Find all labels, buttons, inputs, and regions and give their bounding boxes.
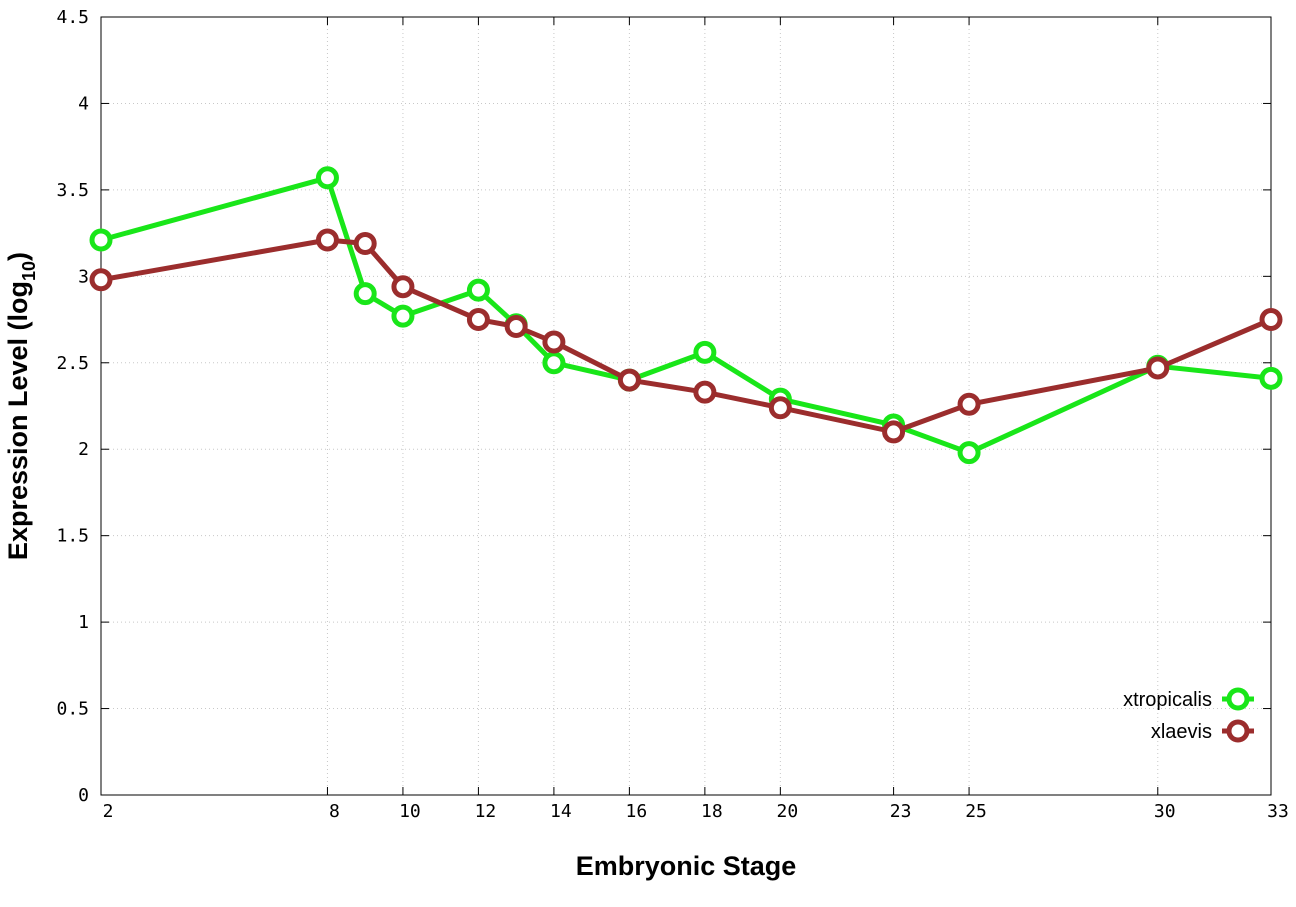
point-xtropicalis xyxy=(353,282,377,306)
y-tick-label: 4.5 xyxy=(56,7,89,28)
series-layer xyxy=(89,166,1283,465)
point-xlaevis xyxy=(693,380,717,404)
y-tick-label: 1.5 xyxy=(56,526,89,547)
grid xyxy=(101,17,1271,795)
point-xtropicalis xyxy=(315,166,339,190)
axis-ticks: 0 0.5 1 1.5 2 2.5 3 3.5 4 4.5 2 8 10 12 14 16 18 20 23 25 30… xyxy=(56,7,1288,822)
x-tick-label: 16 xyxy=(626,801,648,822)
point-xlaevis xyxy=(768,396,792,420)
point-xlaevis xyxy=(89,268,113,292)
y-tick-label: 4 xyxy=(78,93,89,114)
y-axis-title: Expression Level (log10) xyxy=(3,252,39,560)
point-xtropicalis xyxy=(957,441,981,465)
x-tick-label: 2 xyxy=(103,801,114,822)
plot-frame xyxy=(100,16,1272,796)
y-tick-label: 3.5 xyxy=(56,180,89,201)
point-xlaevis xyxy=(542,330,566,354)
point-xlaevis xyxy=(1146,356,1170,380)
x-tick-label: 25 xyxy=(965,801,987,822)
point-xlaevis xyxy=(1259,308,1283,332)
x-tick-label: 30 xyxy=(1154,801,1176,822)
point-xlaevis xyxy=(466,308,490,332)
legend: xtropicalis xlaevis xyxy=(1123,687,1254,743)
point-xtropicalis xyxy=(391,304,415,328)
y-axis-title-suffix: ) xyxy=(3,252,33,261)
point-xlaevis xyxy=(391,275,415,299)
point-xtropicalis xyxy=(466,278,490,302)
y-tick-label: 3 xyxy=(78,266,89,287)
point-xlaevis xyxy=(504,314,528,338)
legend-swatch-marker xyxy=(1226,719,1250,743)
y-tick-label: 1 xyxy=(78,612,89,633)
x-tick-label: 8 xyxy=(329,801,340,822)
y-axis-title-subscript: 10 xyxy=(19,261,39,281)
x-tick-label: 23 xyxy=(890,801,912,822)
legend-swatch-marker xyxy=(1226,687,1250,711)
series-line-xlaevis xyxy=(100,237,1272,435)
point-xlaevis xyxy=(957,392,981,416)
legend-label: xtropicalis xyxy=(1123,689,1212,711)
y-tick-label: 0.5 xyxy=(56,699,89,720)
y-tick-label: 2 xyxy=(78,439,89,460)
y-tick-label: 2.5 xyxy=(56,353,89,374)
x-tick-label: 14 xyxy=(550,801,572,822)
legend-label: xlaevis xyxy=(1151,721,1212,743)
x-tick-label: 18 xyxy=(701,801,723,822)
point-xtropicalis xyxy=(693,340,717,364)
point-xlaevis xyxy=(617,368,641,392)
point-xtropicalis xyxy=(89,228,113,252)
point-xtropicalis xyxy=(542,351,566,375)
point-xtropicalis xyxy=(1259,366,1283,390)
series-line-xtropicalis xyxy=(100,175,1272,456)
x-tick-label: 33 xyxy=(1267,801,1289,822)
x-tick-label: 10 xyxy=(399,801,421,822)
x-tick-label: 20 xyxy=(777,801,799,822)
point-xlaevis xyxy=(353,231,377,255)
y-tick-label: 0 xyxy=(78,785,89,806)
x-tick-label: 12 xyxy=(475,801,497,822)
point-xlaevis xyxy=(882,420,906,444)
x-axis-title: Embryonic Stage xyxy=(576,851,797,881)
y-axis-title-main: Expression Level (log xyxy=(3,281,33,560)
point-xlaevis xyxy=(315,228,339,252)
